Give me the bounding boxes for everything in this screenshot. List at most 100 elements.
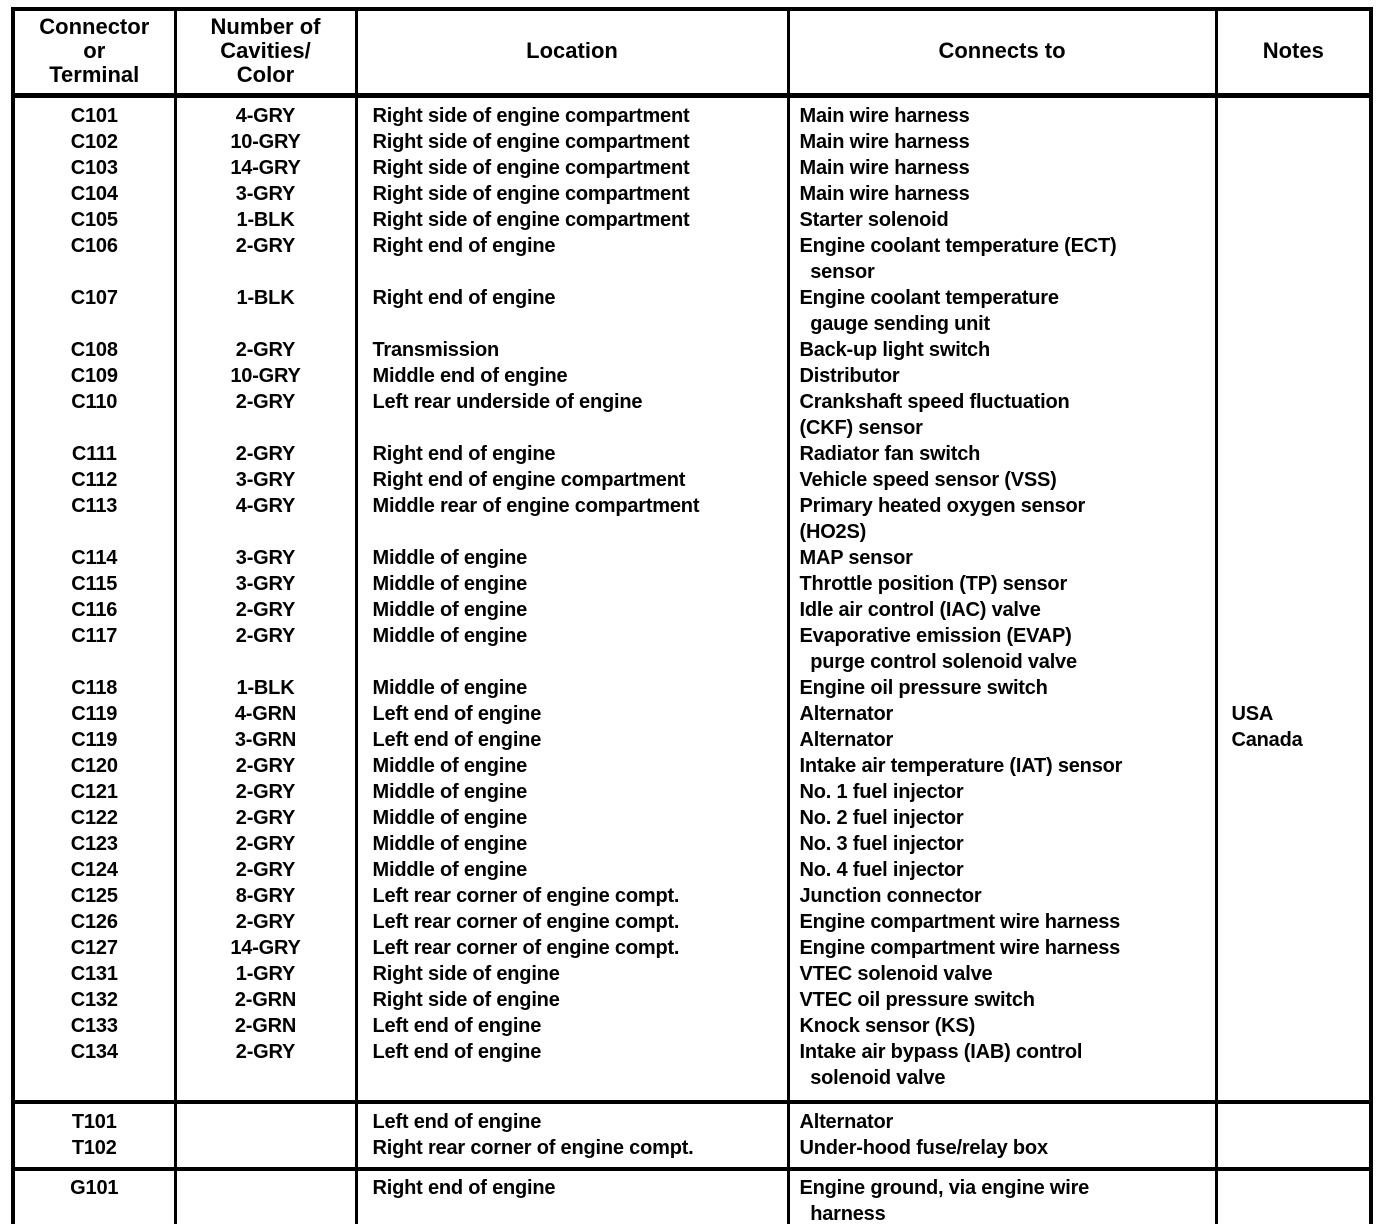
- cell-location: Right side of engine compartment: [354, 181, 790, 207]
- cell-connects-to: No. 4 fuel injector: [786, 857, 1218, 883]
- table-row: C103 14-GRY Right side of engine compart…: [11, 155, 1373, 181]
- cell-location: Left end of engine: [354, 1039, 790, 1102]
- table-row: C107 1-BLK Right end of engine Engine co…: [11, 285, 1373, 337]
- cell-cavities-color: 2-GRY: [173, 623, 358, 675]
- cell-connects-to: Engine compartment wire harness: [786, 909, 1218, 935]
- cell-location: Middle of engine: [354, 831, 790, 857]
- cell-notes: [1214, 1167, 1373, 1224]
- cell-connector-id: G101: [11, 1167, 177, 1224]
- cell-cavities-color: 1-BLK: [173, 207, 358, 233]
- cell-connector-id: C125: [11, 883, 177, 909]
- cell-notes: [1214, 831, 1373, 857]
- cell-notes: [1214, 857, 1373, 883]
- cell-cavities-color: [173, 1100, 358, 1135]
- cell-connector-id: C131: [11, 961, 177, 987]
- cell-cavities-color: 2-GRY: [173, 233, 358, 285]
- cell-location: Transmission: [354, 337, 790, 363]
- cell-connects-to: Evaporative emission (EVAP) purge contro…: [786, 623, 1218, 675]
- cell-connects-to: No. 3 fuel injector: [786, 831, 1218, 857]
- cell-location: Middle of engine: [354, 597, 790, 623]
- cell-cavities-color: 3-GRY: [173, 467, 358, 493]
- cell-cavities-color: 2-GRY: [173, 441, 358, 467]
- cell-connector-id: T101: [11, 1100, 177, 1135]
- table-row: C111 2-GRY Right end of engine Radiator …: [11, 441, 1373, 467]
- cell-connector-id: C119: [11, 727, 177, 753]
- cell-cavities-color: 3-GRN: [173, 727, 358, 753]
- cell-notes: [1214, 181, 1373, 207]
- col-header-number-of-cavities-color: Number of Cavities/ Color: [173, 9, 358, 98]
- table-row: C121 2-GRY Middle of engine No. 1 fuel i…: [11, 779, 1373, 805]
- cell-notes: [1214, 441, 1373, 467]
- cell-cavities-color: 2-GRY: [173, 1039, 358, 1102]
- cell-notes: [1214, 935, 1373, 961]
- cell-connects-to: Crankshaft speed fluctuation (CKF) senso…: [786, 389, 1218, 441]
- cell-notes: [1214, 545, 1373, 571]
- cell-connector-id: T102: [11, 1135, 177, 1169]
- cell-connector-id: C101: [11, 95, 177, 129]
- table-row: C119 3-GRN Left end of engine Alternator…: [11, 727, 1373, 753]
- cell-cavities-color: [173, 1135, 358, 1169]
- cell-location: Middle of engine: [354, 857, 790, 883]
- cell-notes: [1214, 337, 1373, 363]
- cell-notes: [1214, 805, 1373, 831]
- cell-connects-to: Alternator: [786, 1100, 1218, 1135]
- cell-cavities-color: 14-GRY: [173, 935, 358, 961]
- cell-connector-id: C115: [11, 571, 177, 597]
- cell-cavities-color: 2-GRY: [173, 337, 358, 363]
- cell-connector-id: C112: [11, 467, 177, 493]
- cell-connects-to: MAP sensor: [786, 545, 1218, 571]
- cell-notes: [1214, 207, 1373, 233]
- cell-connects-to: Idle air control (IAC) valve: [786, 597, 1218, 623]
- col-header-notes: Notes: [1214, 9, 1373, 98]
- cell-location: Right side of engine: [354, 961, 790, 987]
- cell-location: Left end of engine: [354, 727, 790, 753]
- cell-connects-to: Knock sensor (KS): [786, 1013, 1218, 1039]
- cell-notes: [1214, 623, 1373, 675]
- table-row: C105 1-BLK Right side of engine compartm…: [11, 207, 1373, 233]
- cell-connector-id: C122: [11, 805, 177, 831]
- cell-connects-to: Alternator: [786, 701, 1218, 727]
- cell-connector-id: C123: [11, 831, 177, 857]
- table-row: C120 2-GRY Middle of engine Intake air t…: [11, 753, 1373, 779]
- cell-connector-id: C127: [11, 935, 177, 961]
- cell-connector-id: C109: [11, 363, 177, 389]
- cell-connects-to: Back-up light switch: [786, 337, 1218, 363]
- cell-notes: [1214, 597, 1373, 623]
- cell-cavities-color: 2-GRN: [173, 987, 358, 1013]
- cell-connects-to: Main wire harness: [786, 129, 1218, 155]
- cell-location: Middle of engine: [354, 623, 790, 675]
- cell-cavities-color: 1-GRY: [173, 961, 358, 987]
- cell-connector-id: C110: [11, 389, 177, 441]
- cell-connector-id: C120: [11, 753, 177, 779]
- cell-notes: [1214, 467, 1373, 493]
- cell-location: Right side of engine compartment: [354, 95, 790, 129]
- cell-connects-to: Throttle position (TP) sensor: [786, 571, 1218, 597]
- cell-connects-to: Engine coolant temperature (ECT) sensor: [786, 233, 1218, 285]
- cell-location: Middle of engine: [354, 571, 790, 597]
- cell-connector-id: C126: [11, 909, 177, 935]
- cell-connector-id: C114: [11, 545, 177, 571]
- table-row: C109 10-GRY Middle end of engine Distrib…: [11, 363, 1373, 389]
- cell-connector-id: C104: [11, 181, 177, 207]
- table-row: C125 8-GRY Left rear corner of engine co…: [11, 883, 1373, 909]
- table-row: C134 2-GRY Left end of engine Intake air…: [11, 1039, 1373, 1102]
- cell-connects-to: Primary heated oxygen sensor (HO2S): [786, 493, 1218, 545]
- table-row: C116 2-GRY Middle of engine Idle air con…: [11, 597, 1373, 623]
- col-header-location: Location: [354, 9, 790, 98]
- cell-location: Right rear corner of engine compt.: [354, 1135, 790, 1169]
- cell-connector-id: C124: [11, 857, 177, 883]
- cell-connector-id: C116: [11, 597, 177, 623]
- cell-location: Middle of engine: [354, 753, 790, 779]
- table-row: C117 2-GRY Middle of engine Evaporative …: [11, 623, 1373, 675]
- cell-notes: USA: [1214, 701, 1373, 727]
- table-row: C101 4-GRY Right side of engine compartm…: [11, 95, 1373, 129]
- cell-cavities-color: 14-GRY: [173, 155, 358, 181]
- table-row: C108 2-GRY Transmission Back-up light sw…: [11, 337, 1373, 363]
- table-row: C131 1-GRY Right side of engine VTEC sol…: [11, 961, 1373, 987]
- table-row: C112 3-GRY Right end of engine compartme…: [11, 467, 1373, 493]
- cell-location: Left rear corner of engine compt.: [354, 909, 790, 935]
- table-row: C102 10-GRY Right side of engine compart…: [11, 129, 1373, 155]
- cell-location: Right end of engine: [354, 233, 790, 285]
- table-row: C133 2-GRN Left end of engine Knock sens…: [11, 1013, 1373, 1039]
- cell-notes: [1214, 909, 1373, 935]
